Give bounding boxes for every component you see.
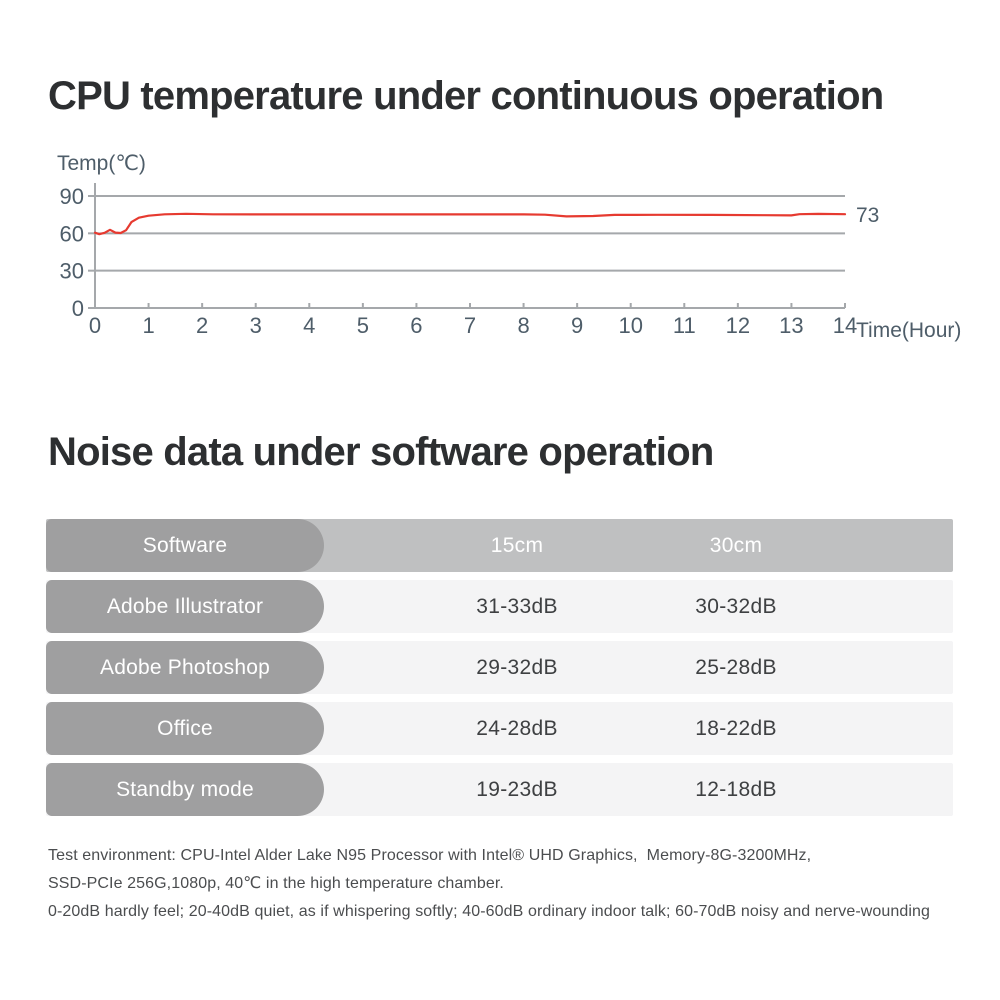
software-name-pill: Office xyxy=(46,702,324,755)
noise-value-30cm: 25-28dB xyxy=(695,655,777,679)
x-tick-label: 7 xyxy=(464,313,476,338)
y-tick-label: 90 xyxy=(60,184,84,209)
noise-table-header-row: Software 15cm 30cm xyxy=(46,519,953,572)
y-axis-title: Temp(℃) xyxy=(57,152,146,175)
x-axis-title: Time(Hour) xyxy=(856,319,961,342)
y-tick-label: 0 xyxy=(72,296,84,321)
software-name-pill: Adobe Photoshop xyxy=(46,641,324,694)
x-tick-label: 13 xyxy=(779,313,803,338)
x-tick-label: 10 xyxy=(618,313,642,338)
noise-value-30cm: 12-18dB xyxy=(695,777,777,801)
table-row: Standby mode 19-23dB 12-18dB xyxy=(46,763,953,816)
footnote-line-3: 0-20dB hardly feel; 20-40dB quiet, as if… xyxy=(48,903,931,920)
footnote-line-1: Test environment: CPU-Intel Alder Lake N… xyxy=(48,847,812,864)
table-row: Adobe Photoshop 29-32dB 25-28dB xyxy=(46,641,953,694)
header-cell-30cm: 30cm xyxy=(709,533,763,557)
x-tick-label: 3 xyxy=(250,313,262,338)
noise-value-30cm: 30-32dB xyxy=(695,594,777,618)
footnote-line-2: SSD-PCIe 256G,1080p, 40℃ in the high tem… xyxy=(48,875,504,892)
x-tick-label: 8 xyxy=(517,313,529,338)
x-tick-label: 0 xyxy=(89,313,101,338)
line-end-value-label: 73 xyxy=(856,204,879,227)
noise-table: Software 15cm 30cm Adobe Illustrator 31-… xyxy=(46,519,953,824)
header-cell-15cm: 15cm xyxy=(490,533,544,557)
x-tick-label: 9 xyxy=(571,313,583,338)
x-tick-label: 11 xyxy=(673,313,696,338)
noise-value-15cm: 29-32dB xyxy=(476,655,558,679)
y-tick-label: 60 xyxy=(60,221,84,246)
header-software-pill: Software xyxy=(46,519,324,572)
noise-value-15cm: 31-33dB xyxy=(476,594,558,618)
noise-value-15cm: 19-23dB xyxy=(476,777,558,801)
y-tick-label: 30 xyxy=(60,259,84,284)
x-tick-label: 12 xyxy=(726,313,750,338)
noise-data-title: Noise data under software operation xyxy=(48,430,714,474)
x-tick-label: 6 xyxy=(410,313,422,338)
x-tick-label: 14 xyxy=(833,313,857,338)
cpu-temperature-title: CPU temperature under continuous operati… xyxy=(48,74,884,118)
x-tick-label: 4 xyxy=(303,313,315,338)
software-name-pill: Adobe Illustrator xyxy=(46,580,324,633)
noise-value-30cm: 18-22dB xyxy=(695,716,777,740)
table-row: Adobe Illustrator 31-33dB 30-32dB xyxy=(46,580,953,633)
x-tick-label: 2 xyxy=(196,313,208,338)
software-name-pill: Standby mode xyxy=(46,763,324,816)
temperature-series-line xyxy=(93,212,847,236)
x-tick-label: 5 xyxy=(357,313,369,338)
x-tick-label: 1 xyxy=(142,313,154,338)
test-environment-notes: Test environment: CPU-Intel Alder Lake N… xyxy=(48,842,958,926)
table-row: Office 24-28dB 18-22dB xyxy=(46,702,953,755)
noise-value-15cm: 24-28dB xyxy=(476,716,558,740)
